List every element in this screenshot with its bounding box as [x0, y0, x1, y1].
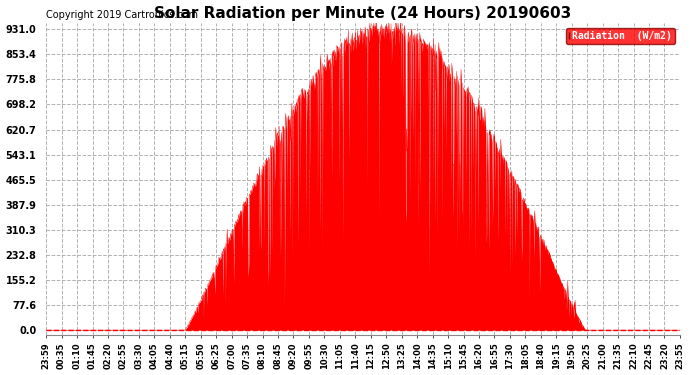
Text: Copyright 2019 Cartronics.com: Copyright 2019 Cartronics.com	[46, 10, 198, 20]
Title: Solar Radiation per Minute (24 Hours) 20190603: Solar Radiation per Minute (24 Hours) 20…	[155, 6, 572, 21]
Legend: Radiation  (W/m2): Radiation (W/m2)	[566, 28, 675, 44]
